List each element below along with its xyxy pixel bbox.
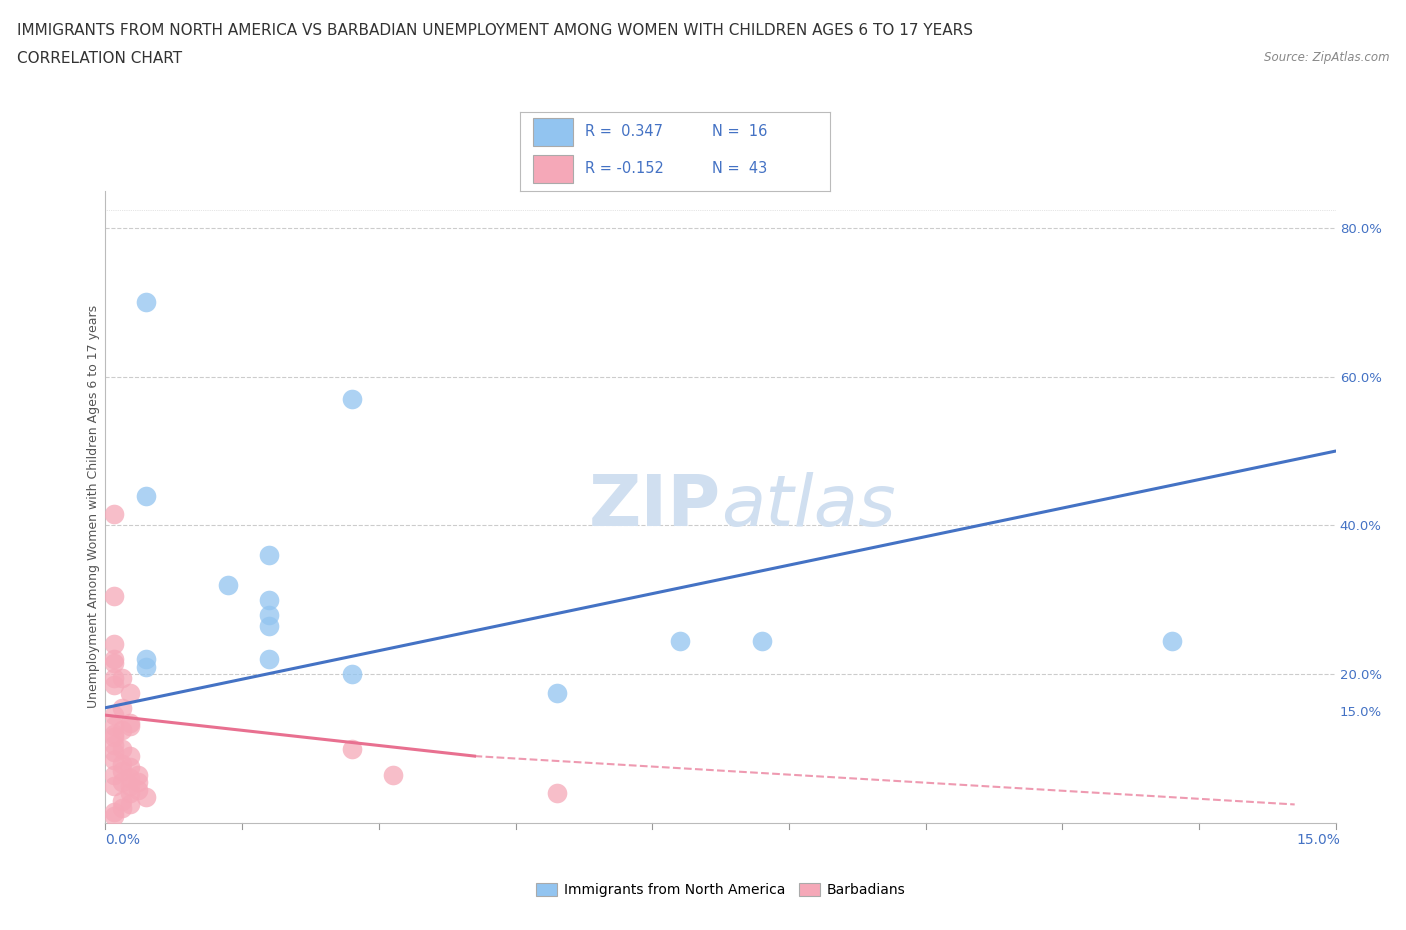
Point xyxy=(259,652,281,667)
Point xyxy=(120,771,141,786)
Text: atlas: atlas xyxy=(721,472,896,541)
Point xyxy=(103,737,125,752)
Point xyxy=(103,589,125,604)
Point xyxy=(135,295,157,310)
FancyBboxPatch shape xyxy=(533,118,572,146)
Point xyxy=(259,607,281,622)
Text: N =  16: N = 16 xyxy=(711,125,768,140)
Point xyxy=(127,782,149,797)
Point xyxy=(120,786,141,801)
Point xyxy=(111,741,134,756)
Point xyxy=(120,719,141,734)
Text: CORRELATION CHART: CORRELATION CHART xyxy=(17,51,181,66)
Point xyxy=(120,749,141,764)
Point xyxy=(259,548,281,563)
Point xyxy=(381,767,404,782)
Point xyxy=(103,652,125,667)
Text: ZIP: ZIP xyxy=(588,472,721,541)
Point xyxy=(120,760,141,775)
Point xyxy=(135,488,157,503)
Point xyxy=(103,719,125,734)
Point xyxy=(111,671,134,685)
Point xyxy=(103,752,125,767)
Point xyxy=(340,392,363,406)
Point xyxy=(111,723,134,737)
Point xyxy=(340,667,363,682)
Point xyxy=(103,778,125,793)
Text: 0.0%: 0.0% xyxy=(105,833,141,847)
Point xyxy=(111,775,134,790)
Point xyxy=(111,764,134,778)
Y-axis label: Unemployment Among Women with Children Ages 6 to 17 years: Unemployment Among Women with Children A… xyxy=(87,305,100,709)
Point xyxy=(103,745,125,760)
Point xyxy=(259,592,281,607)
Point xyxy=(127,775,149,790)
Point xyxy=(120,778,141,793)
Point xyxy=(546,685,568,700)
Point xyxy=(103,767,125,782)
Point xyxy=(103,637,125,652)
Point xyxy=(103,726,125,741)
Point xyxy=(546,786,568,801)
Point xyxy=(103,678,125,693)
Point xyxy=(120,685,141,700)
Point xyxy=(135,790,157,804)
Point xyxy=(127,767,149,782)
Text: IMMIGRANTS FROM NORTH AMERICA VS BARBADIAN UNEMPLOYMENT AMONG WOMEN WITH CHILDRE: IMMIGRANTS FROM NORTH AMERICA VS BARBADI… xyxy=(17,23,973,38)
Point xyxy=(259,618,281,633)
Point xyxy=(135,659,157,674)
Point xyxy=(751,633,773,648)
Point xyxy=(135,652,157,667)
FancyBboxPatch shape xyxy=(533,155,572,182)
Point xyxy=(103,804,125,819)
Point xyxy=(1160,633,1182,648)
Point xyxy=(668,633,690,648)
Text: N =  43: N = 43 xyxy=(711,162,768,177)
Point xyxy=(120,715,141,730)
Text: R = -0.152: R = -0.152 xyxy=(585,162,664,177)
Text: 15.0%: 15.0% xyxy=(1296,833,1340,847)
Text: Source: ZipAtlas.com: Source: ZipAtlas.com xyxy=(1264,51,1389,64)
Point xyxy=(103,507,125,522)
Point xyxy=(103,671,125,685)
Text: R =  0.347: R = 0.347 xyxy=(585,125,664,140)
Legend: Immigrants from North America, Barbadians: Immigrants from North America, Barbadian… xyxy=(530,877,911,903)
Point xyxy=(111,700,134,715)
Point xyxy=(120,797,141,812)
Point xyxy=(111,801,134,816)
Point xyxy=(103,708,125,723)
Point xyxy=(340,741,363,756)
Point xyxy=(218,578,240,592)
Point xyxy=(103,730,125,745)
Point xyxy=(103,656,125,671)
Point xyxy=(111,793,134,808)
Point xyxy=(103,808,125,823)
Point xyxy=(111,756,134,771)
